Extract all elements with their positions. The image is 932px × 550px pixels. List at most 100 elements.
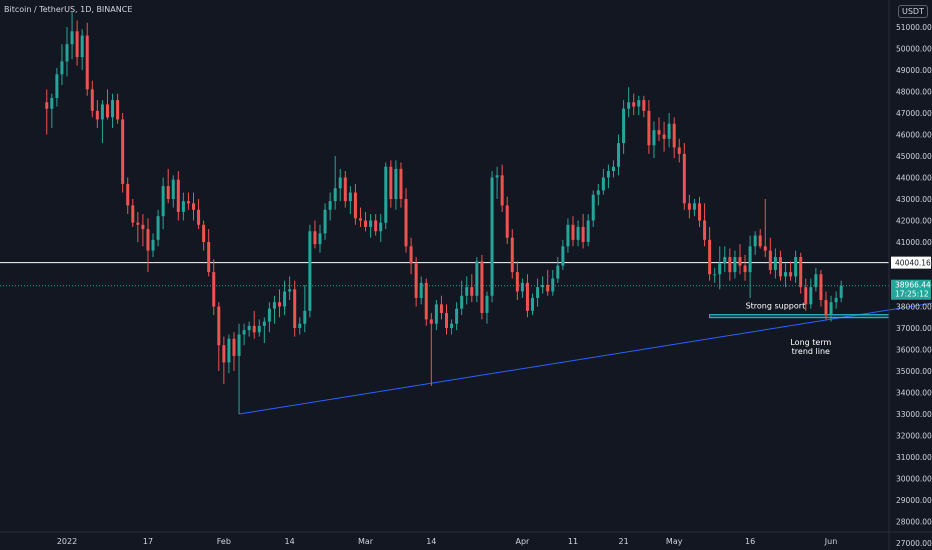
candle [50, 93, 54, 129]
candle [713, 267, 717, 283]
candle-body [65, 44, 69, 62]
y-tick-label: 35000.00 [896, 367, 932, 376]
support-zone [709, 314, 890, 319]
candle-body [642, 100, 646, 111]
candle [429, 312, 433, 387]
candle-body [601, 177, 605, 191]
x-tick-label: 14 [426, 537, 436, 546]
candle-body [758, 235, 762, 247]
candle [111, 93, 115, 129]
candle-body [510, 237, 514, 273]
candle-body [262, 321, 266, 326]
candle [677, 138, 681, 163]
y-tick-label: 50000.00 [896, 45, 932, 54]
candle [829, 295, 833, 322]
candle-body [257, 325, 261, 333]
candle [662, 121, 666, 152]
candle-body [353, 192, 357, 219]
candle [758, 229, 762, 249]
candle [424, 278, 428, 326]
x-tick-label: 16 [745, 537, 755, 546]
candle-body [136, 222, 140, 225]
candle [627, 87, 631, 118]
candle [348, 186, 352, 215]
candle-body [728, 257, 732, 273]
candle-body [470, 287, 474, 296]
y-tick-label: 47000.00 [896, 109, 932, 118]
candle-body [343, 177, 347, 202]
candle [692, 199, 696, 217]
candle [186, 192, 190, 210]
candle [622, 100, 626, 154]
candle-body [409, 246, 413, 264]
candle-body [531, 297, 535, 311]
candle-body [768, 250, 772, 270]
y-tick-label: 31000.00 [896, 453, 932, 462]
candle [70, 11, 74, 60]
candle [728, 248, 732, 281]
candle-body [364, 220, 368, 227]
candle [313, 220, 317, 249]
candle-body [682, 153, 686, 204]
candle [384, 162, 388, 230]
x-tick-label: 21 [619, 537, 629, 546]
candle [55, 67, 59, 107]
candle-body [551, 278, 555, 292]
candle-body [399, 168, 403, 199]
candle-body [784, 272, 788, 277]
candle [404, 188, 408, 253]
candle [566, 218, 570, 253]
y-tick-label: 43000.00 [896, 195, 932, 204]
candle-body [419, 282, 423, 298]
candle [703, 203, 707, 247]
candle [647, 100, 651, 154]
currency-button[interactable]: USDT [898, 5, 928, 18]
candle-body [111, 100, 115, 118]
candle-body [586, 220, 590, 242]
candle [495, 166, 499, 199]
candle-body [708, 239, 712, 275]
candle [799, 252, 803, 294]
candle [247, 321, 251, 337]
candle [65, 27, 69, 77]
candle-body [222, 345, 226, 363]
candle-body [490, 177, 494, 296]
candle-body [596, 190, 600, 195]
candle [100, 100, 104, 144]
candle [768, 237, 772, 275]
candle-body [763, 246, 767, 251]
y-tick-label: 41000.00 [896, 238, 932, 247]
y-tick-label: 33000.00 [896, 410, 932, 419]
candle [819, 269, 823, 307]
candle-body [404, 199, 408, 247]
bar-countdown-label: 17:25:12 [895, 290, 929, 299]
candle-body [591, 194, 595, 221]
candle [748, 235, 752, 298]
candle-body [384, 166, 388, 223]
candle [809, 278, 813, 309]
x-tick-label: Feb [217, 537, 231, 546]
candle [743, 254, 747, 281]
candle [95, 100, 99, 129]
candle [298, 317, 302, 335]
candle-body [500, 175, 504, 206]
candle-body [561, 246, 565, 266]
candle [237, 323, 241, 414]
y-tick-label: 37000.00 [896, 324, 932, 333]
candle-body [100, 104, 104, 120]
candle-body [288, 289, 292, 292]
candle [80, 29, 84, 70]
y-tick-label: 51000.00 [896, 23, 932, 32]
candle [687, 194, 691, 219]
candle [318, 224, 322, 253]
candle-body [713, 274, 717, 276]
candle [439, 295, 443, 320]
candle-body [657, 130, 661, 135]
y-tick-label: 29000.00 [896, 496, 932, 505]
candle-body [192, 203, 195, 210]
candle [197, 199, 201, 230]
candle [136, 211, 140, 242]
candle-body [232, 338, 236, 356]
